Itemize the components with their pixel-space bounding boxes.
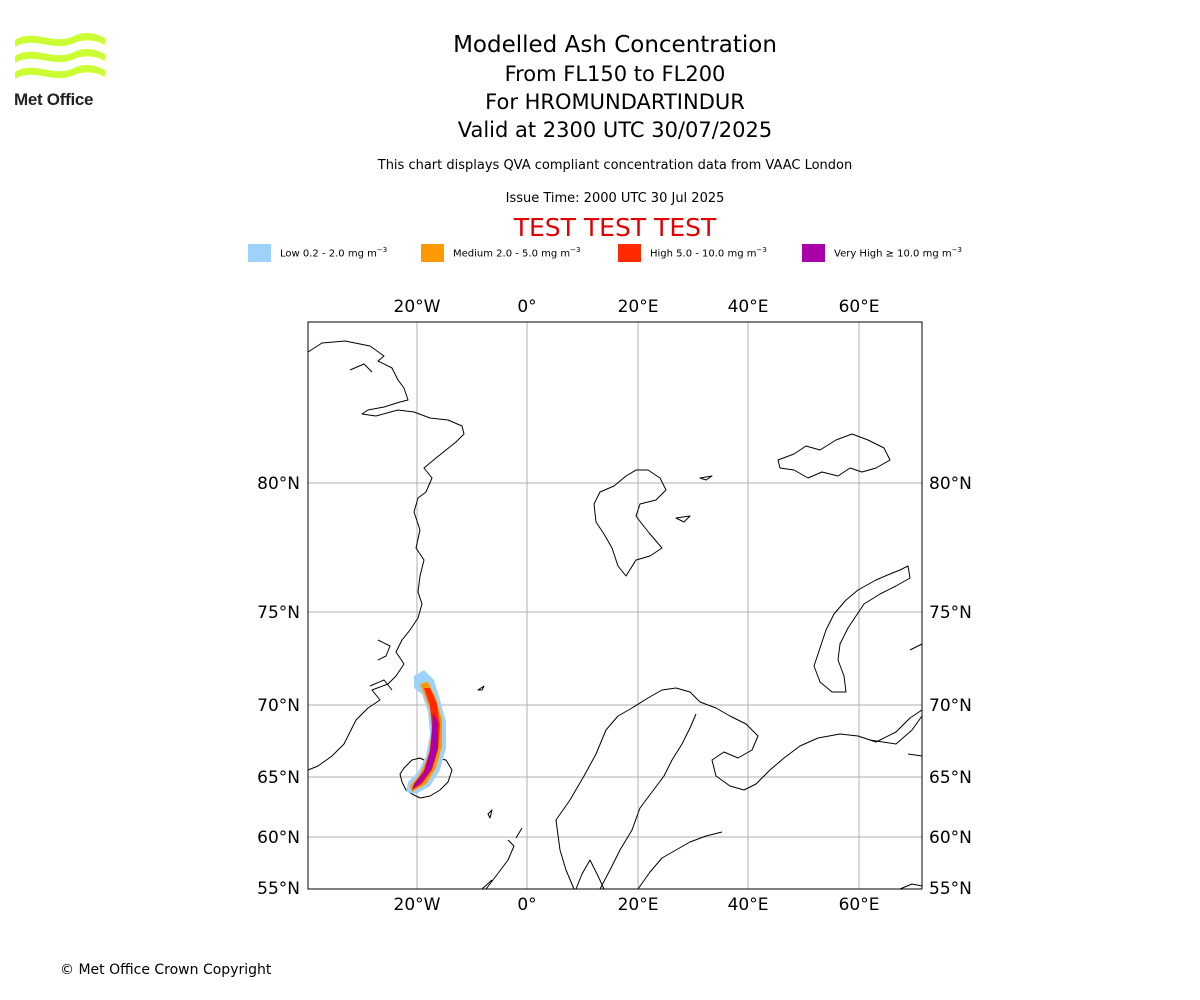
ne-russia-coast: [899, 883, 923, 890]
svalbard-coast: [593, 469, 667, 577]
lat-tick-60n-right: 60°N: [929, 828, 972, 848]
lat-tick-55n-right: 55°N: [929, 879, 972, 899]
baltic-coast: [555, 713, 723, 890]
test-banner: TEST TEST TEST: [513, 213, 717, 242]
greenland-fjords: [349, 363, 393, 691]
lat-tick-75n-left: 75°N: [257, 603, 300, 623]
lat-tick-60n-left: 60°N: [257, 828, 300, 848]
issue-time: Issue Time: 2000 UTC 30 Jul 2025: [505, 191, 725, 206]
lat-tick-80n-right: 80°N: [929, 474, 972, 494]
lon-tick-20w-top: 20°W: [394, 297, 441, 317]
lat-tick-65n-left: 65°N: [257, 768, 300, 788]
logo-text: Met Office: [14, 90, 94, 109]
lat-tick-55n-left: 55°N: [257, 879, 300, 899]
legend-label-high: High 5.0 - 10.0 mg m−3: [650, 246, 767, 260]
lon-tick-60e-bottom: 60°E: [839, 895, 880, 915]
lon-ticks-bottom: 20°W 0° 20°E 40°E 60°E: [394, 895, 880, 915]
lon-tick-20e-top: 20°E: [618, 297, 659, 317]
chart-title: Modelled Ash Concentration: [453, 32, 777, 58]
lat-tick-70n-left: 70°N: [257, 696, 300, 716]
ash-plume: [406, 670, 446, 794]
lon-ticks-top: 20°W 0° 20°E 40°E 60°E: [394, 297, 880, 317]
valid-time: Valid at 2300 UTC 30/07/2025: [457, 118, 773, 142]
british-isles-coast: [481, 827, 523, 890]
franz-josef-coast: [777, 433, 891, 479]
lon-tick-40e-top: 40°E: [728, 297, 769, 317]
met-office-logo: Met Office: [14, 30, 106, 110]
legend-label-medium: Medium 2.0 - 5.0 mg m−3: [453, 246, 581, 260]
jan-mayen-coast: [477, 685, 485, 691]
lon-tick-60e-top: 60°E: [839, 297, 880, 317]
kola-coast: [869, 643, 923, 757]
legend-swatch-low: [248, 244, 271, 262]
greenland-coast: [307, 340, 465, 771]
gridlines: [308, 322, 922, 889]
legend-swatch-very-high: [802, 244, 825, 262]
legend-swatch-high: [618, 244, 641, 262]
lon-tick-0-bottom: 0°: [517, 895, 536, 915]
met-office-waves-icon: [15, 32, 105, 79]
lat-ticks-right: 80°N 75°N 70°N 65°N 60°N 55°N: [929, 474, 972, 899]
coastlines: [307, 340, 923, 890]
lat-tick-75n-right: 75°N: [929, 603, 972, 623]
ash-very-high: [412, 712, 438, 790]
compliance-note: This chart displays QVA compliant concen…: [377, 158, 853, 173]
flight-level-range: From FL150 to FL200: [504, 62, 726, 86]
legend-label-very-high: Very High ≥ 10.0 mg m−3: [834, 246, 962, 260]
lon-tick-20e-bottom: 20°E: [618, 895, 659, 915]
chart-title-block: Modelled Ash Concentration From FL150 to…: [315, 30, 915, 144]
lat-ticks-left: 80°N 75°N 70°N 65°N 60°N 55°N: [257, 474, 300, 899]
lon-tick-0-top: 0°: [517, 297, 536, 317]
lat-tick-70n-right: 70°N: [929, 696, 972, 716]
volcano-name: For HROMUNDARTINDUR: [485, 90, 745, 114]
map-frame: [307, 321, 923, 890]
lat-tick-65n-right: 65°N: [929, 768, 972, 788]
faroes-coast: [487, 809, 493, 819]
denmark-coast: [575, 859, 605, 890]
svalbard-islands: [675, 475, 713, 523]
lon-tick-20w-bottom: 20°W: [394, 895, 441, 915]
lat-tick-80n-left: 80°N: [257, 474, 300, 494]
lon-tick-40e-bottom: 40°E: [728, 895, 769, 915]
legend-swatch-medium: [421, 244, 444, 262]
novaya-zemlya-coast: [813, 565, 911, 693]
copyright: © Met Office Crown Copyright: [60, 962, 272, 978]
scandinavia-coast: [555, 687, 923, 821]
legend-label-low: Low 0.2 - 2.0 mg m−3: [280, 246, 388, 260]
